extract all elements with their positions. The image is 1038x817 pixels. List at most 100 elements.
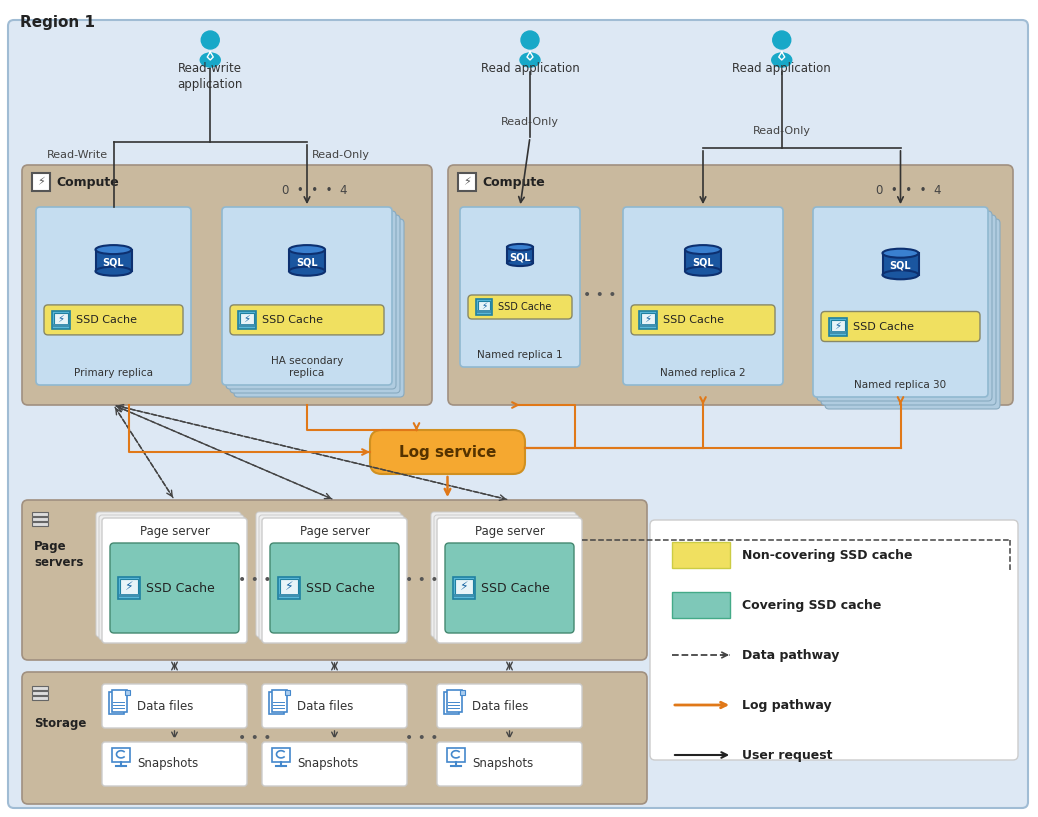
FancyBboxPatch shape xyxy=(262,742,407,786)
Text: SSD Cache: SSD Cache xyxy=(306,582,375,595)
Text: ⚡: ⚡ xyxy=(57,314,64,324)
Text: ⚡: ⚡ xyxy=(481,301,487,310)
Ellipse shape xyxy=(685,245,721,254)
FancyBboxPatch shape xyxy=(650,520,1018,760)
Ellipse shape xyxy=(507,244,532,251)
Text: SQL: SQL xyxy=(103,257,125,267)
FancyBboxPatch shape xyxy=(813,207,988,397)
Bar xyxy=(882,253,919,275)
Bar xyxy=(32,512,48,516)
Text: HA secondary
replica: HA secondary replica xyxy=(271,356,344,378)
Text: SSD Cache: SSD Cache xyxy=(498,302,551,312)
Bar xyxy=(238,311,256,329)
Ellipse shape xyxy=(95,266,132,275)
Bar xyxy=(639,311,657,329)
FancyBboxPatch shape xyxy=(437,518,582,643)
Bar xyxy=(53,324,69,327)
FancyBboxPatch shape xyxy=(8,20,1028,808)
Text: Page server: Page server xyxy=(474,525,545,538)
Text: Storage: Storage xyxy=(34,717,86,730)
Ellipse shape xyxy=(771,53,792,67)
Text: Non-covering SSD cache: Non-covering SSD cache xyxy=(742,548,912,561)
Text: Named replica 1: Named replica 1 xyxy=(477,350,563,360)
Circle shape xyxy=(521,31,539,49)
Bar xyxy=(95,250,132,271)
FancyBboxPatch shape xyxy=(821,215,996,405)
Bar xyxy=(672,542,730,568)
Text: Snapshots: Snapshots xyxy=(137,757,198,770)
Ellipse shape xyxy=(95,245,132,254)
FancyBboxPatch shape xyxy=(102,742,247,786)
Text: Snapshots: Snapshots xyxy=(297,757,358,770)
Text: • • •: • • • xyxy=(405,731,439,745)
Text: Read application: Read application xyxy=(481,62,579,75)
Text: Read-Only: Read-Only xyxy=(753,126,811,136)
Ellipse shape xyxy=(507,260,532,266)
Bar xyxy=(685,250,721,271)
Bar xyxy=(447,748,465,761)
Ellipse shape xyxy=(520,53,540,67)
Bar xyxy=(285,690,290,695)
Text: Data files: Data files xyxy=(137,699,193,712)
FancyBboxPatch shape xyxy=(468,295,572,319)
Bar xyxy=(269,692,284,713)
Bar xyxy=(672,592,730,618)
Bar xyxy=(112,690,127,712)
FancyBboxPatch shape xyxy=(95,512,241,637)
Bar xyxy=(239,324,255,327)
Bar xyxy=(240,313,254,325)
Bar xyxy=(477,310,491,313)
FancyBboxPatch shape xyxy=(437,742,582,786)
FancyBboxPatch shape xyxy=(821,311,980,342)
FancyBboxPatch shape xyxy=(234,219,404,397)
Bar xyxy=(32,696,48,700)
Bar xyxy=(272,690,286,712)
Text: Read application: Read application xyxy=(733,62,831,75)
FancyBboxPatch shape xyxy=(99,515,244,640)
FancyBboxPatch shape xyxy=(260,515,404,640)
Text: ⚡: ⚡ xyxy=(125,581,133,593)
Text: SSD Cache: SSD Cache xyxy=(76,315,137,325)
Bar xyxy=(272,748,290,761)
Text: • • •: • • • xyxy=(238,731,271,745)
Text: Covering SSD cache: Covering SSD cache xyxy=(742,599,881,611)
Text: Compute: Compute xyxy=(482,176,545,189)
Bar xyxy=(641,313,655,325)
Bar xyxy=(476,299,492,315)
FancyBboxPatch shape xyxy=(431,512,576,637)
Bar xyxy=(829,318,847,336)
Bar xyxy=(120,579,138,595)
Bar xyxy=(32,686,48,690)
FancyBboxPatch shape xyxy=(22,672,647,804)
FancyBboxPatch shape xyxy=(22,165,432,405)
Text: SSD Cache: SSD Cache xyxy=(146,582,215,595)
Text: SSD Cache: SSD Cache xyxy=(663,315,723,325)
Bar xyxy=(460,690,465,695)
Bar xyxy=(507,248,532,263)
Ellipse shape xyxy=(685,266,721,275)
FancyBboxPatch shape xyxy=(631,305,775,335)
FancyBboxPatch shape xyxy=(110,543,239,633)
Text: SSD Cache: SSD Cache xyxy=(853,322,914,332)
FancyBboxPatch shape xyxy=(262,518,407,643)
Text: Snapshots: Snapshots xyxy=(472,757,534,770)
Text: SQL: SQL xyxy=(296,257,318,267)
Text: Page server: Page server xyxy=(139,525,210,538)
FancyBboxPatch shape xyxy=(370,430,525,474)
FancyBboxPatch shape xyxy=(44,305,183,335)
Bar xyxy=(109,692,124,713)
Bar xyxy=(447,690,462,712)
Text: Named replica 30: Named replica 30 xyxy=(854,380,947,390)
FancyBboxPatch shape xyxy=(22,500,647,660)
Bar xyxy=(455,579,473,595)
Text: Data pathway: Data pathway xyxy=(742,649,840,662)
Bar xyxy=(458,173,476,191)
Text: Region 1: Region 1 xyxy=(20,15,95,30)
Ellipse shape xyxy=(289,266,325,275)
Bar xyxy=(52,311,70,329)
Bar xyxy=(830,331,846,333)
Text: Read-write
application: Read-write application xyxy=(177,62,243,91)
FancyBboxPatch shape xyxy=(256,512,401,637)
FancyBboxPatch shape xyxy=(437,684,582,728)
Bar xyxy=(32,173,50,191)
